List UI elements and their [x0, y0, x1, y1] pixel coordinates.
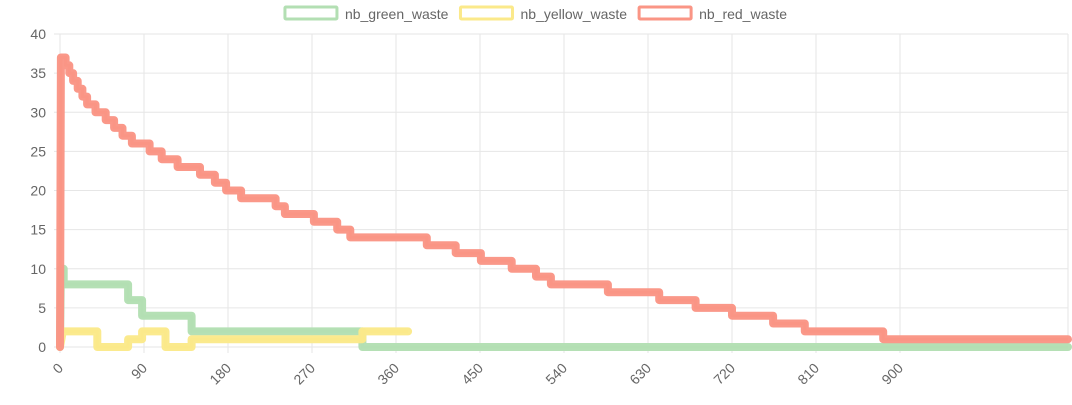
x-tick-label: 0 [49, 360, 66, 377]
y-tick-label: 40 [30, 26, 46, 42]
legend-swatch [283, 5, 339, 21]
x-axis: 0 90 180 270 360 450 540 630 720 810 900 [49, 360, 906, 388]
grid [54, 33, 1069, 353]
x-tick-label: 900 [878, 360, 906, 388]
y-tick-label: 20 [30, 183, 46, 199]
x-tick-label: 90 [128, 360, 150, 382]
y-tick-label: 10 [30, 261, 46, 277]
x-tick-label: 270 [290, 360, 318, 388]
x-tick-label: 720 [710, 360, 738, 388]
x-tick-label: 810 [794, 360, 822, 388]
y-tick-label: 5 [38, 300, 46, 316]
x-tick-label: 180 [206, 360, 234, 388]
x-tick-label: 450 [458, 360, 486, 388]
x-tick-label: 630 [626, 360, 654, 388]
series-nb-yellow-waste-line [58, 329, 409, 349]
series-nb-red-waste-line [58, 56, 1068, 348]
y-tick-label: 30 [30, 104, 46, 120]
legend-label: nb_green_waste [345, 6, 449, 22]
legend-item-nb-green-waste[interactable]: nb_green_waste [283, 5, 449, 22]
y-tick-label: 35 [30, 65, 46, 81]
plot-area [56, 53, 1072, 351]
y-tick-label: 0 [38, 339, 46, 355]
legend-swatch [637, 5, 693, 21]
legend-label: nb_red_waste [699, 6, 787, 22]
y-axis: 0 5 10 15 20 25 30 35 40 [30, 26, 46, 355]
legend-label: nb_yellow_waste [520, 6, 627, 22]
legend-item-nb-yellow-waste[interactable]: nb_yellow_waste [458, 5, 627, 22]
legend: nb_green_waste nb_yellow_waste nb_red_wast… [283, 5, 787, 22]
y-tick-label: 15 [30, 222, 46, 238]
legend-swatch [458, 5, 514, 21]
x-tick-label: 360 [374, 360, 402, 388]
x-tick-label: 540 [542, 360, 570, 388]
legend-item-nb-red-waste[interactable]: nb_red_waste [637, 5, 787, 22]
y-tick-label: 25 [30, 143, 46, 159]
